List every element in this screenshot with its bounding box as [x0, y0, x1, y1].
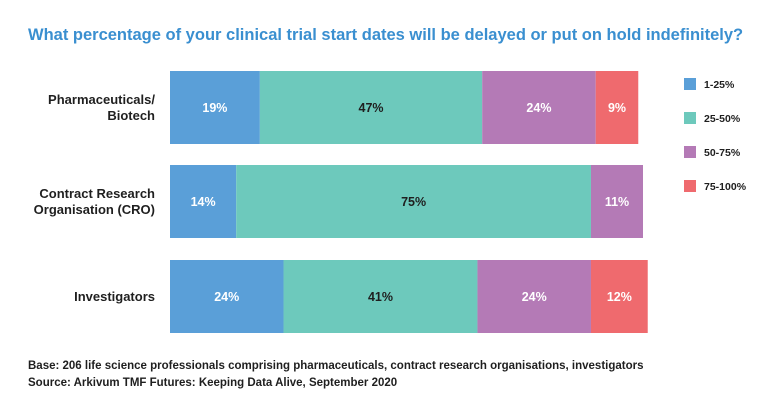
data-label: 14%	[191, 195, 216, 209]
data-label: 12%	[607, 290, 632, 304]
legend-label: 75-100%	[704, 181, 747, 193]
legend-swatch	[684, 112, 696, 124]
bar-segment	[482, 71, 596, 144]
data-label: 47%	[359, 101, 384, 115]
footer-base: Base: 206 life science professionals com…	[28, 360, 644, 372]
data-label: 24%	[522, 290, 547, 304]
legend-swatch	[684, 180, 696, 192]
bar-segment	[595, 71, 639, 144]
category-label: Contract Research Organisation (CRO)	[34, 186, 155, 217]
bar-segment	[259, 71, 483, 144]
data-label: 19%	[202, 101, 227, 115]
data-label: 11%	[605, 195, 629, 209]
data-label: 24%	[526, 101, 551, 115]
bar-segment	[170, 260, 284, 333]
legend-label: 1-25%	[704, 79, 735, 91]
bar-segment	[170, 165, 237, 238]
data-label: 75%	[401, 195, 426, 209]
data-label: 41%	[368, 290, 393, 304]
footer-source: Source: Arkivum TMF Futures: Keeping Dat…	[28, 377, 398, 389]
bar-segment	[590, 260, 648, 333]
data-label: 24%	[214, 290, 239, 304]
chart-title: What percentage of your clinical trial s…	[28, 26, 744, 44]
bar-segment	[283, 260, 478, 333]
legend-label: 25-50%	[704, 113, 741, 125]
bar-segment	[590, 165, 643, 238]
legend-label: 50-75%	[704, 147, 741, 159]
bar-segment	[170, 71, 260, 144]
bar-segment	[477, 260, 591, 333]
category-label: Investigators	[74, 289, 155, 304]
bar-segment	[236, 165, 591, 238]
legend-swatch	[684, 146, 696, 158]
category-label: Pharmaceuticals/Biotech	[48, 92, 155, 123]
legend-swatch	[684, 78, 696, 90]
data-label: 9%	[608, 101, 626, 115]
